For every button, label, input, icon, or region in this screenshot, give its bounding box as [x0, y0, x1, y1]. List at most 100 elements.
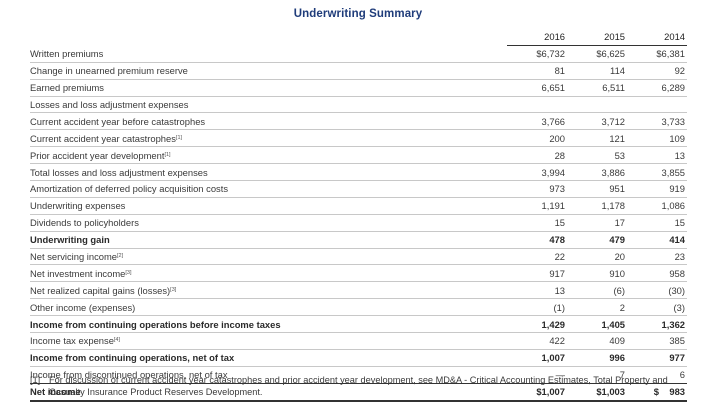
- value-cell-2014: 977: [627, 349, 687, 367]
- value-cell-2015: 2: [567, 298, 627, 317]
- footnote-reference: [3]: [170, 286, 177, 293]
- row-label-text: Income from continuing operations, net o…: [30, 352, 235, 364]
- row-label: Underwriting expenses: [30, 197, 507, 215]
- row-label-text: Written premiums: [30, 48, 104, 60]
- table-row: Written premiums $6,732 $6,625 $6,381: [30, 45, 687, 63]
- value-cell-2016: 1,429: [507, 315, 567, 334]
- value-cell-2015: 1,178: [567, 197, 627, 215]
- table-row: Income from discontinued operations, net…: [30, 366, 687, 384]
- value-cell-2016: 22: [507, 248, 567, 266]
- column-header-2014: 2014: [627, 29, 687, 46]
- row-label: Other income (expenses): [30, 298, 507, 317]
- value-cell-2016: $6,732: [507, 45, 567, 63]
- table-row: Amortization of deferred policy acquisit…: [30, 180, 687, 198]
- value-cell-2014: (30): [627, 281, 687, 300]
- row-label: Underwriting gain: [30, 231, 507, 249]
- row-label: Earned premiums: [30, 79, 507, 97]
- row-label-text: Losses and loss adjustment expenses: [30, 99, 189, 110]
- value-cell-2016: 15: [507, 214, 567, 232]
- row-label-text: Income from discontinued operations, net…: [30, 369, 228, 381]
- value-cell-2016: $1,007: [507, 382, 567, 402]
- value-cell-2016: 1,191: [507, 197, 567, 215]
- table-row: Losses and loss adjustment expenses: [30, 96, 687, 114]
- value-cell-2015: 3,712: [567, 112, 627, 131]
- table-row: Underwriting gain 478 479 414: [30, 231, 687, 249]
- value-cell-2014: 385: [627, 332, 687, 350]
- footnote: [1] For discussion of current accident y…: [30, 375, 690, 398]
- row-label: Amortization of deferred policy acquisit…: [30, 180, 507, 198]
- table-row: Current accident year catastrophes[1] 200…: [30, 129, 687, 148]
- value-cell-2015: 1,405: [567, 315, 627, 334]
- footnote-reference: [2]: [117, 253, 124, 260]
- value-cell-2016: 81: [507, 62, 567, 80]
- table-row: Current accident year before catastrophe…: [30, 112, 687, 131]
- value-cell-2014: $6,381: [627, 45, 687, 63]
- column-header-2016: 2016: [507, 29, 567, 46]
- table-row: Net income $1,007 $1,003 $ 983: [30, 382, 687, 402]
- value-cell-2014: 958: [627, 264, 687, 283]
- row-label-text: Change in unearned premium reserve: [30, 65, 188, 77]
- value-cell-2016: 6,651: [507, 79, 567, 97]
- row-label: Income tax expense[4]: [30, 332, 507, 350]
- table-header-row: 2016 2015 2014: [30, 29, 687, 46]
- value-cell-2015: 3,886: [567, 163, 627, 182]
- value-cell-2015: [567, 96, 627, 114]
- row-label: Net income: [30, 382, 507, 402]
- value-cell-2016: 422: [507, 332, 567, 350]
- value-cell-2014: 23: [627, 248, 687, 266]
- value-cell-2016: 917: [507, 264, 567, 283]
- value-cell-2015: 17: [567, 214, 627, 232]
- row-label: Written premiums: [30, 45, 507, 63]
- table-row: Prior accident year development[1] 28 53 13: [30, 146, 687, 165]
- value-cell-2016: 478: [507, 231, 567, 249]
- footnote-reference: [1]: [164, 151, 171, 158]
- value-cell-2014: 15: [627, 214, 687, 232]
- value-cell-2016: 3,766: [507, 112, 567, 131]
- value-cell-2015: (6): [567, 281, 627, 300]
- row-label: Income from continuing operations before…: [30, 315, 507, 334]
- value-cell-2016: (1): [507, 298, 567, 317]
- value-cell-2015: 996: [567, 349, 627, 367]
- row-label: Dividends to policyholders: [30, 214, 507, 232]
- value-cell-2016: 3,994: [507, 163, 567, 182]
- value-cell-2015: 409: [567, 332, 627, 350]
- table-row: Change in unearned premium reserve 81 114 9…: [30, 62, 687, 80]
- row-label-text: Income tax expense: [30, 335, 114, 347]
- row-label: Net investment income[3]: [30, 264, 507, 283]
- row-label-text: Net realized capital gains (losses): [30, 284, 171, 296]
- value-cell-2016: 200: [507, 129, 567, 148]
- value-cell-2014: 109: [627, 129, 687, 148]
- row-label-text: Net income: [30, 386, 81, 398]
- row-label: Current accident year before catastrophe…: [30, 112, 507, 131]
- row-label-text: Net servicing income: [30, 251, 118, 263]
- row-label-text: Current accident year catastrophes: [30, 132, 176, 144]
- value-cell-2014: [627, 96, 687, 114]
- table-row: Income from continuing operations, net o…: [30, 349, 687, 367]
- row-label-text: Prior accident year development: [30, 149, 165, 161]
- value-cell-2016: [507, 96, 567, 114]
- value-cell-2014: 6,289: [627, 79, 687, 97]
- value-cell-2014: 3,855: [627, 163, 687, 182]
- table-row: Underwriting expenses 1,191 1,178 1,086: [30, 197, 687, 215]
- row-label: Income from continuing operations, net o…: [30, 349, 507, 367]
- value-cell-2016: 1,007: [507, 349, 567, 367]
- footnote-text: For discussion of current accident year …: [49, 375, 668, 397]
- value-cell-2015: 951: [567, 180, 627, 198]
- value-cell-2016: 13: [507, 281, 567, 300]
- table-row: Dividends to policyholders 15 17 15: [30, 214, 687, 232]
- value-cell-2015: 910: [567, 264, 627, 283]
- value-cell-2015: 114: [567, 62, 627, 80]
- row-label: Losses and loss adjustment expenses: [30, 96, 507, 114]
- row-label-text: Earned premiums: [30, 82, 104, 94]
- row-label-text: Amortization of deferred policy acquisit…: [30, 183, 229, 195]
- value-cell-2014: 13: [627, 146, 687, 165]
- footnote-reference: [1]: [175, 134, 183, 141]
- value-cell-2015: 20: [567, 248, 627, 266]
- value-cell-2016: 973: [507, 180, 567, 198]
- page-title: Underwriting Summary: [293, 8, 423, 20]
- row-label: Change in unearned premium reserve: [30, 62, 507, 80]
- value-cell-2014: 414: [627, 231, 687, 249]
- value-cell-2015: 479: [567, 231, 627, 249]
- table-row: Net realized capital gains (losses)[3] 13…: [30, 281, 687, 300]
- row-label-text: Underwriting gain: [30, 234, 110, 246]
